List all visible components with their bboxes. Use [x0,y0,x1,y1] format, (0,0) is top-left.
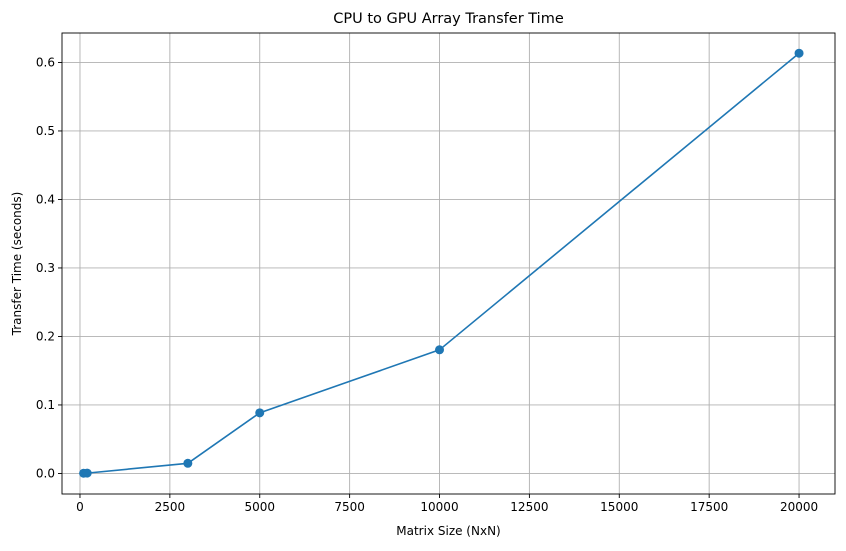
data-point [435,345,445,355]
y-tick-label: 0.4 [36,192,55,206]
data-point [255,408,265,418]
data-point [183,458,193,468]
y-tick-label: 0.5 [36,124,55,138]
plot-frame [61,32,836,495]
y-axis-label: Transfer Time (seconds) [10,192,24,337]
y-tick-label: 0.3 [36,261,55,275]
y-tick-label: 0.0 [36,466,55,480]
grid [62,33,835,494]
data-point [82,468,92,478]
x-tick-label: 10000 [420,500,458,514]
x-tick-label: 7500 [334,500,365,514]
series-layer [79,48,804,478]
x-tick-label: 5000 [244,500,275,514]
data-point [794,48,804,58]
chart-title: CPU to GPU Array Transfer Time [333,11,564,27]
y-tick-label: 0.6 [36,55,55,69]
x-tick-label: 20000 [780,500,818,514]
axis-ticks: 0 2500 5000 7500 10000 12500 15000 17500 20000 0.… [36,55,818,514]
y-tick-label: 0.2 [36,329,55,343]
x-tick-label: 15000 [600,500,638,514]
x-tick-label: 2500 [155,500,186,514]
x-tick-label: 0 [76,500,84,514]
y-tick-label: 0.1 [36,398,55,412]
x-tick-label: 12500 [510,500,548,514]
x-tick-label: 17500 [690,500,728,514]
x-axis-label: Matrix Size (NxN) [396,524,500,538]
series-line [83,52,800,475]
